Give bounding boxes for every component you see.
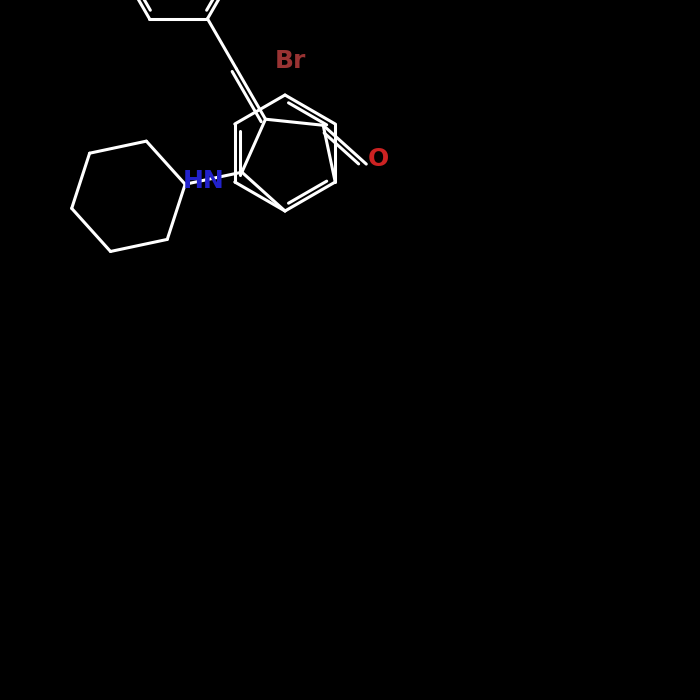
Text: Br: Br — [274, 49, 306, 73]
Text: HN: HN — [183, 169, 225, 193]
Text: O: O — [368, 147, 389, 171]
